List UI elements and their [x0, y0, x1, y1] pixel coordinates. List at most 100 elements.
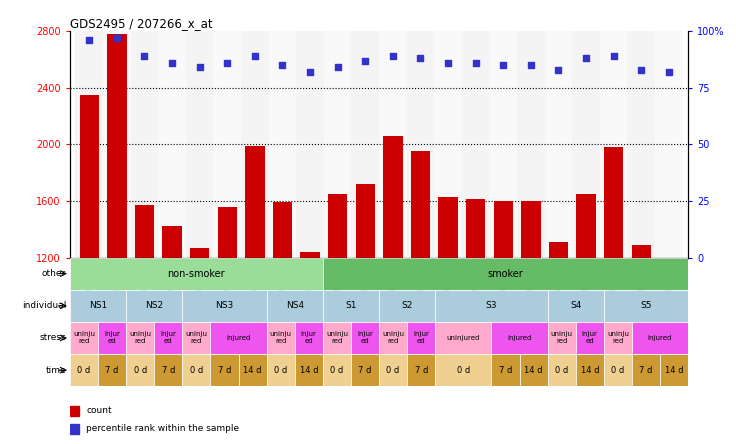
Bar — [549, 242, 568, 427]
Bar — [435, 322, 492, 354]
Bar — [489, 31, 517, 258]
Bar — [492, 354, 520, 386]
Text: S4: S4 — [570, 301, 581, 310]
Bar — [379, 31, 407, 258]
Point — [498, 62, 509, 69]
Text: NS2: NS2 — [145, 301, 163, 310]
Bar — [70, 258, 323, 290]
Bar — [266, 354, 294, 386]
Bar — [294, 322, 323, 354]
Bar — [379, 354, 407, 386]
Bar — [351, 354, 379, 386]
Bar — [186, 31, 213, 258]
Bar — [517, 31, 545, 258]
Text: S1: S1 — [345, 301, 357, 310]
Bar — [600, 31, 628, 258]
Text: injur
ed: injur ed — [160, 332, 176, 345]
Bar — [520, 354, 548, 386]
Point — [359, 57, 371, 64]
Bar — [521, 201, 540, 427]
Text: S5: S5 — [640, 301, 652, 310]
Point — [387, 52, 399, 59]
Bar — [492, 322, 548, 354]
Point — [138, 52, 150, 59]
Bar — [406, 31, 434, 258]
Text: 0 d: 0 d — [555, 366, 568, 375]
Text: 0 d: 0 d — [274, 366, 287, 375]
Point — [304, 68, 316, 75]
Bar — [70, 424, 79, 433]
Text: 7 d: 7 d — [358, 366, 372, 375]
Point — [525, 62, 537, 69]
Text: 0 d: 0 d — [330, 366, 344, 375]
Text: 14 d: 14 d — [244, 366, 262, 375]
Bar — [632, 322, 688, 354]
Text: 0 d: 0 d — [386, 366, 400, 375]
Bar — [548, 322, 576, 354]
Bar — [462, 31, 489, 258]
Point — [414, 55, 426, 62]
Bar — [183, 322, 210, 354]
Bar — [158, 31, 185, 258]
Text: NS1: NS1 — [89, 301, 107, 310]
Bar — [494, 201, 513, 427]
Bar — [323, 258, 688, 290]
Bar — [379, 290, 435, 322]
Text: uninjured: uninjured — [447, 335, 480, 341]
Bar — [266, 322, 294, 354]
Bar — [183, 354, 210, 386]
Bar — [604, 322, 632, 354]
Text: 14 d: 14 d — [300, 366, 318, 375]
Text: injured: injured — [648, 335, 672, 341]
Bar — [210, 322, 266, 354]
Bar — [631, 245, 651, 427]
Text: 0 d: 0 d — [133, 366, 146, 375]
Bar — [70, 406, 79, 416]
Text: non-smoker: non-smoker — [168, 269, 225, 279]
Bar — [407, 354, 435, 386]
Text: uninju
red: uninju red — [130, 332, 151, 345]
Bar — [70, 322, 98, 354]
Text: 14 d: 14 d — [581, 366, 599, 375]
Bar — [434, 31, 462, 258]
Text: stress: stress — [40, 333, 66, 342]
Point — [166, 59, 178, 66]
Bar — [328, 194, 347, 427]
Bar — [126, 322, 155, 354]
Text: S2: S2 — [401, 301, 413, 310]
Bar — [190, 248, 209, 427]
Bar — [163, 226, 182, 427]
Text: 14 d: 14 d — [665, 366, 683, 375]
Bar — [548, 290, 604, 322]
Bar — [407, 322, 435, 354]
Bar — [573, 31, 600, 258]
Bar — [266, 290, 323, 322]
Text: 14 d: 14 d — [524, 366, 543, 375]
Point — [442, 59, 454, 66]
Point — [608, 52, 620, 59]
Point — [277, 62, 289, 69]
Bar — [659, 258, 679, 427]
Text: 7 d: 7 d — [218, 366, 231, 375]
Bar — [466, 199, 485, 427]
Bar — [576, 194, 595, 427]
Point — [332, 64, 344, 71]
Bar — [155, 322, 183, 354]
Text: 7 d: 7 d — [499, 366, 512, 375]
Text: smoker: smoker — [488, 269, 523, 279]
Text: NS3: NS3 — [216, 301, 233, 310]
Bar — [439, 197, 458, 427]
Text: percentile rank within the sample: percentile rank within the sample — [87, 424, 240, 433]
Bar — [294, 354, 323, 386]
Point — [553, 66, 565, 73]
Bar — [273, 202, 292, 427]
Bar — [155, 354, 183, 386]
Bar — [70, 354, 98, 386]
Point — [249, 52, 261, 59]
Text: 7 d: 7 d — [640, 366, 653, 375]
Bar — [126, 290, 183, 322]
Text: injur
ed: injur ed — [413, 332, 429, 345]
Bar — [241, 31, 269, 258]
Bar — [135, 205, 154, 427]
Point — [83, 36, 95, 44]
